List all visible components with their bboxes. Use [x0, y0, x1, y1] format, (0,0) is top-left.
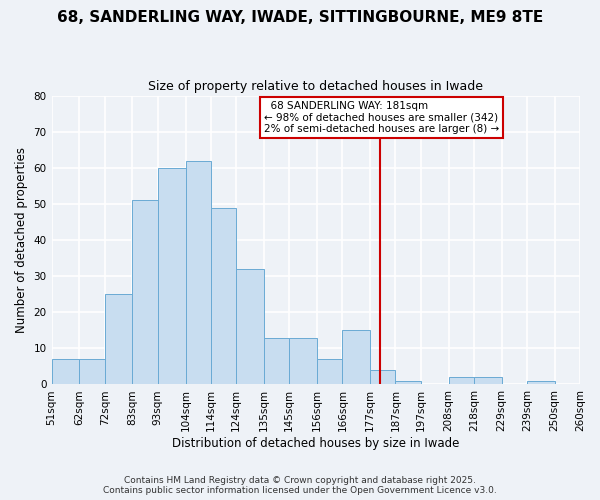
Bar	[236, 269, 264, 384]
Bar	[317, 359, 343, 384]
Bar	[395, 381, 421, 384]
Bar	[474, 377, 502, 384]
Text: 68, SANDERLING WAY, IWADE, SITTINGBOURNE, ME9 8TE: 68, SANDERLING WAY, IWADE, SITTINGBOURNE…	[57, 10, 543, 25]
Title: Size of property relative to detached houses in Iwade: Size of property relative to detached ho…	[148, 80, 483, 93]
Bar	[185, 160, 211, 384]
Bar	[343, 330, 370, 384]
Bar	[52, 359, 79, 384]
Bar	[104, 294, 133, 384]
Bar	[370, 370, 395, 384]
Bar	[527, 381, 555, 384]
Bar	[449, 377, 474, 384]
Bar	[211, 208, 236, 384]
Text: Contains HM Land Registry data © Crown copyright and database right 2025.
Contai: Contains HM Land Registry data © Crown c…	[103, 476, 497, 495]
Bar	[133, 200, 158, 384]
Y-axis label: Number of detached properties: Number of detached properties	[15, 147, 28, 333]
Bar	[79, 359, 104, 384]
Bar	[264, 338, 289, 384]
Text: 68 SANDERLING WAY: 181sqm
← 98% of detached houses are smaller (342)
2% of semi-: 68 SANDERLING WAY: 181sqm ← 98% of detac…	[264, 101, 499, 134]
Bar	[158, 168, 185, 384]
X-axis label: Distribution of detached houses by size in Iwade: Distribution of detached houses by size …	[172, 437, 460, 450]
Bar	[289, 338, 317, 384]
